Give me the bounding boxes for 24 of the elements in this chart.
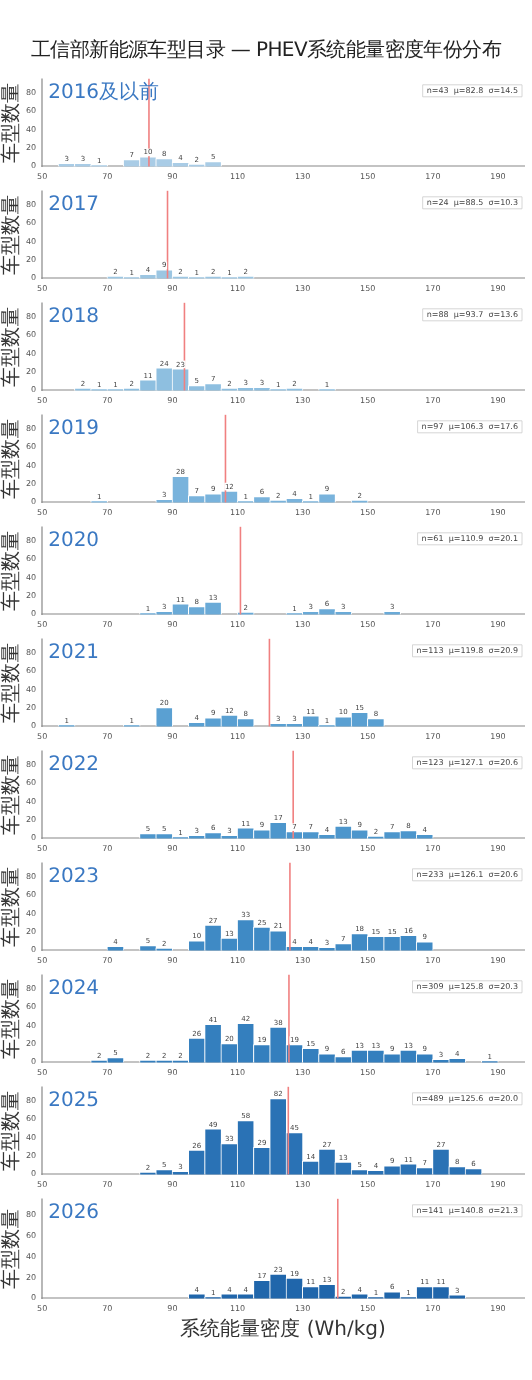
- chart-subtitle: 2025: [48, 1089, 100, 1112]
- chart-subtitle: 2018: [48, 305, 100, 328]
- y-axis-title: 车型数量: [0, 1208, 24, 1289]
- y-axis-title: 车型数量: [0, 866, 24, 947]
- x-axis-title: 系统能量密度 (Wh/kg): [180, 1317, 386, 1342]
- y-axis-title: 车型数量: [0, 306, 24, 387]
- chart-subtitle: 2021: [48, 641, 100, 664]
- chart-subtitle: 2016及以前: [48, 79, 160, 104]
- chart-subtitle: 2023: [48, 865, 100, 888]
- y-axis-title: 车型数量: [0, 194, 24, 275]
- y-axis-title: 车型数量: [0, 978, 24, 1059]
- chart-title: 工信部新能源车型目录 — PHEV系统能量密度年份分布: [31, 37, 501, 64]
- y-axis-title: 车型数量: [0, 642, 24, 723]
- y-axis-title: 车型数量: [0, 418, 24, 499]
- y-axis-title: 车型数量: [0, 530, 24, 611]
- y-axis-title: 车型数量: [0, 82, 24, 163]
- chart-subtitle: 2020: [48, 529, 100, 552]
- chart-subtitle: 2019: [48, 417, 100, 440]
- chart-subtitle: 2026: [48, 1201, 100, 1224]
- y-axis-title: 车型数量: [0, 754, 24, 835]
- chart-subtitle: 2024: [48, 977, 100, 1000]
- chart-subtitle: 2022: [48, 753, 100, 776]
- y-axis-title: 车型数量: [0, 1090, 24, 1171]
- chart-subtitle: 2017: [48, 193, 100, 216]
